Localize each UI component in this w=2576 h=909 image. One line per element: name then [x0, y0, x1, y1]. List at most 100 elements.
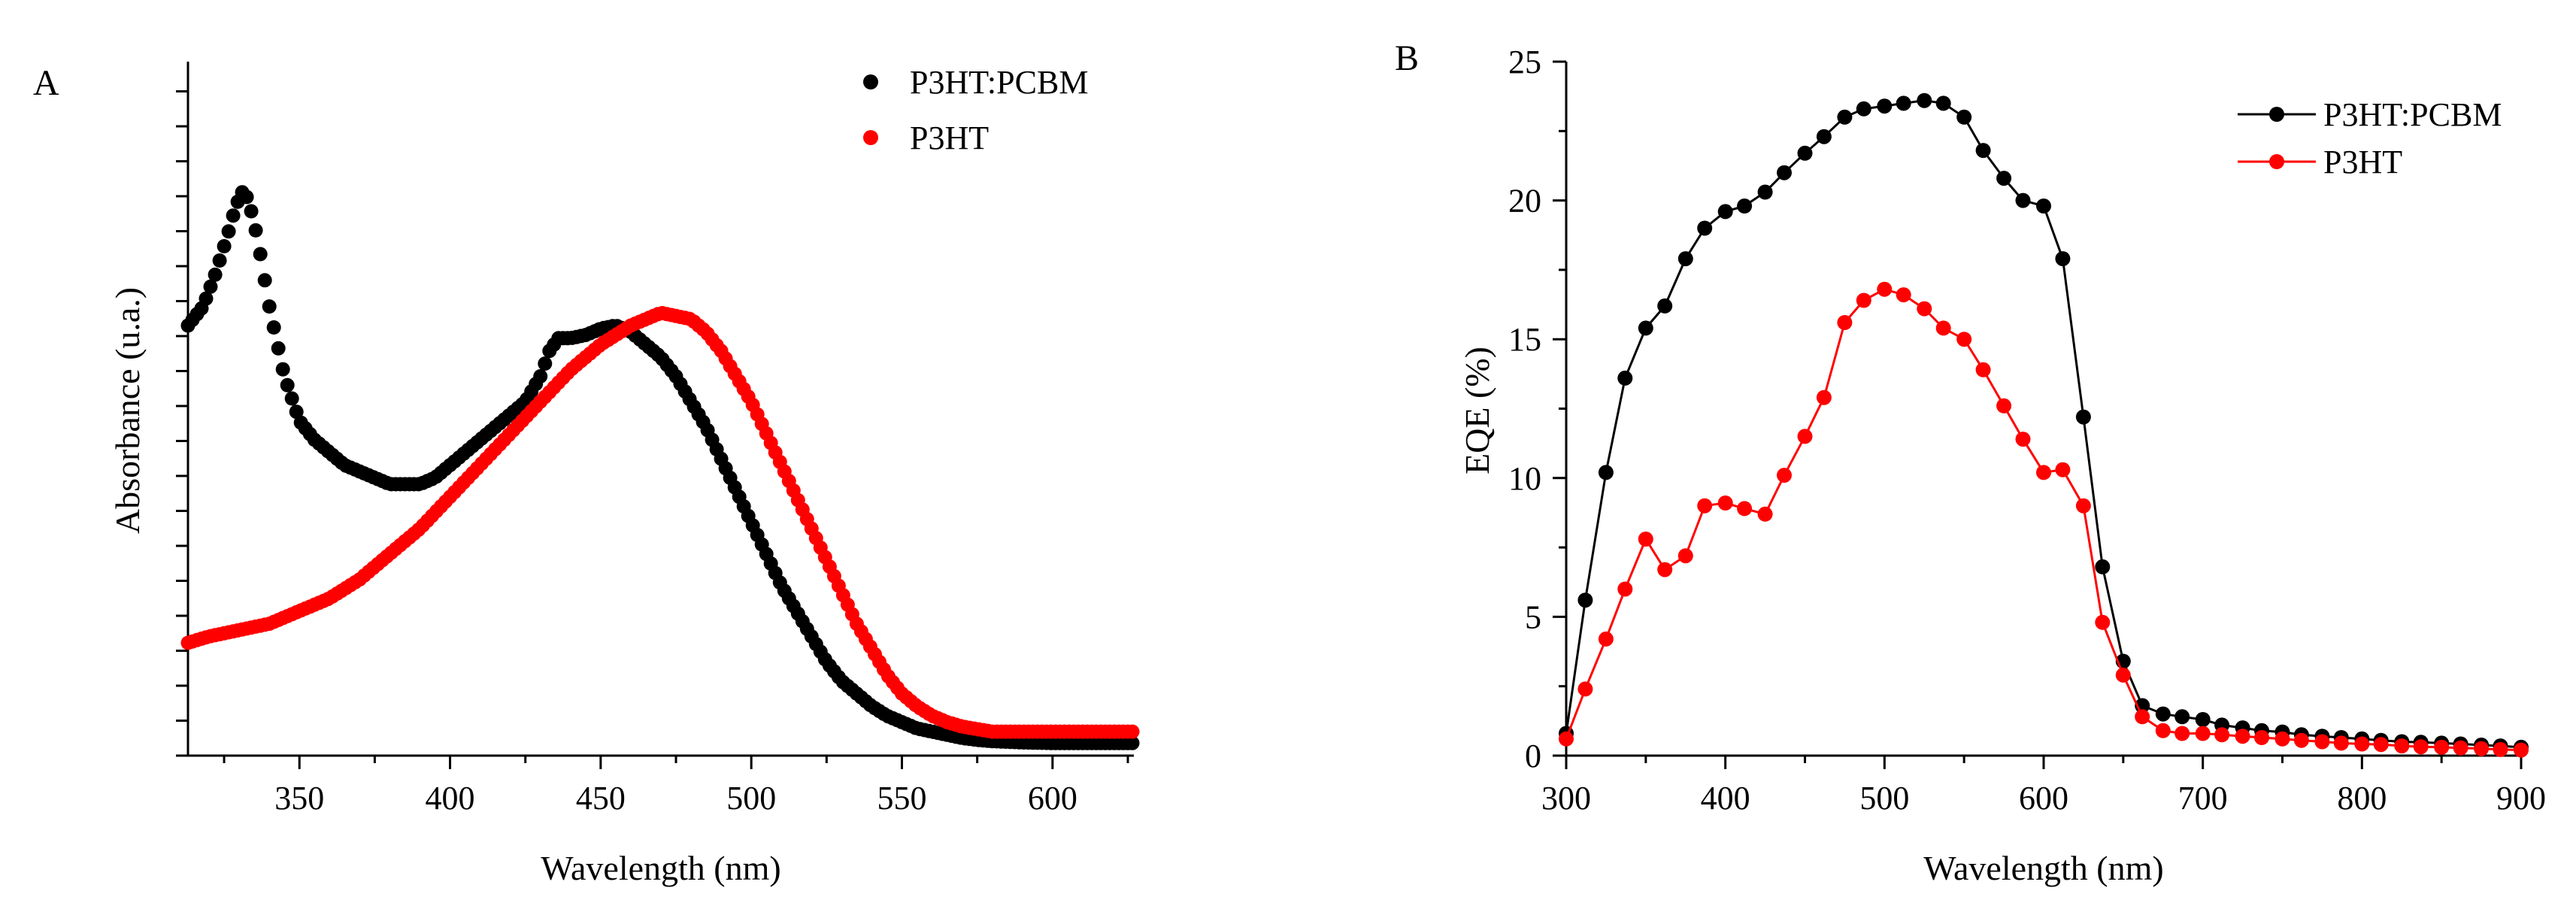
panel-a-point-p3ht-pcbm [538, 356, 553, 371]
panel-b-point-p3ht [2055, 462, 2071, 477]
panel-a-x-tick-label-600: 600 [1028, 780, 1077, 817]
panel-b-point-p3ht [1657, 562, 1673, 577]
panel-b-point-p3ht [1896, 287, 1911, 303]
panel-b-point-p3ht [2135, 709, 2150, 725]
panel-b-point-p3ht [2075, 498, 2091, 514]
panel-a-x-ticks: 350 400 450 500 550 600 [223, 756, 1129, 817]
panel-a-point-p3ht-pcbm [239, 189, 254, 205]
panel-b-y-tick-label-15: 15 [1508, 321, 1541, 358]
panel-b-point-p3ht [2195, 726, 2211, 741]
panel-b-point-p3ht [2514, 742, 2529, 758]
panel-a-letter: A [33, 63, 59, 103]
panel-a-legend-marker-p3ht-pcbm [863, 74, 878, 89]
panel-b-x-tick-label-900: 900 [2496, 780, 2546, 817]
panel-b-point-p3ht-pcbm [1757, 184, 1773, 200]
panel-a-point-p3ht-pcbm [280, 377, 295, 392]
panel-a-legend-label-p3ht-pcbm: P3HT:PCBM [910, 64, 1088, 101]
panel-b-point-p3ht [2115, 667, 2131, 683]
panel-b-point-p3ht [1877, 281, 1893, 297]
panel-b-point-p3ht [1577, 681, 1593, 697]
panel-b-point-p3ht [1737, 501, 1753, 517]
panel-b-point-p3ht [1816, 389, 1832, 405]
panel-a-point-p3ht-pcbm [199, 291, 214, 306]
panel-b-y-tick-label-5: 5 [1525, 598, 1541, 635]
panel-b-point-p3ht [1717, 495, 1733, 511]
panel-a-x-tick-label-350: 350 [274, 780, 324, 817]
panel-a-point-p3ht-pcbm [284, 391, 299, 406]
panel-b-x-tick-label-500: 500 [1859, 780, 1909, 817]
panel-b-point-p3ht [1757, 506, 1773, 522]
panel-b-point-p3ht-pcbm [1917, 92, 1932, 108]
panel-b-y-axis-label: EQE (%) [1458, 347, 1496, 474]
panel-b-x-tick-label-300: 300 [1541, 780, 1591, 817]
panel-b-point-p3ht [2413, 739, 2429, 755]
panel-a-x-axis-label: Wavelength (nm) [541, 849, 780, 887]
panel-b-point-p3ht [2235, 729, 2250, 744]
panel-a-point-p3ht-pcbm [289, 405, 304, 420]
panel-b-legend-label-p3ht: P3HT [2323, 144, 2402, 180]
panel-a-point-p3ht-pcbm [271, 341, 286, 356]
panel-b-legend-marker-p3ht [2269, 154, 2284, 169]
panel-b-point-p3ht-pcbm [1877, 98, 1893, 114]
panel-a-legend-label-p3ht: P3HT [910, 120, 989, 156]
panel-a-point-p3ht [1125, 724, 1140, 739]
panel-b-point-p3ht [2314, 734, 2330, 750]
panel-b-point-p3ht [2095, 614, 2111, 630]
panel-b-point-p3ht-pcbm [1797, 145, 1813, 161]
panel-b-x-tick-label-600: 600 [2019, 780, 2068, 817]
panel-b-point-p3ht [1996, 398, 2012, 414]
panel-b-point-p3ht [2333, 735, 2349, 751]
panel-b-point-p3ht [1797, 429, 1813, 444]
panel-a-point-p3ht-pcbm [257, 273, 272, 288]
panel-b-point-p3ht [2254, 730, 2269, 745]
panel-b-series-p3ht-pcbm [1559, 92, 2529, 755]
panel-b-x-ticks: 300 400 500 600 700 800 900 [1541, 756, 2546, 817]
panel-b-y-tick-label-20: 20 [1508, 183, 1541, 220]
panel-a-point-p3ht-pcbm [248, 223, 263, 238]
panel-b-point-p3ht-pcbm [1677, 251, 1693, 267]
panel-b-point-p3ht-pcbm [2055, 251, 2071, 267]
panel-b-point-p3ht [1856, 292, 1871, 308]
panel-b-chart: B 0 5 10 15 20 25 300 400 500 600 700 800 900 Wavel… [1395, 38, 2546, 887]
panel-b-point-p3ht [2155, 723, 2171, 738]
panel-b-point-p3ht [2174, 726, 2190, 741]
panel-b-point-p3ht [2474, 741, 2490, 756]
panel-b-point-p3ht-pcbm [1896, 95, 1911, 111]
panel-b-point-p3ht-pcbm [1577, 592, 1593, 608]
panel-b-point-p3ht [2036, 465, 2051, 480]
panel-a-point-p3ht-pcbm [262, 299, 277, 314]
panel-b-point-p3ht [1837, 315, 1853, 330]
panel-b-point-p3ht-pcbm [1856, 101, 1871, 117]
panel-b-point-p3ht [2354, 736, 2370, 752]
panel-b-point-p3ht [2453, 740, 2468, 756]
panel-b-x-tick-label-800: 800 [2337, 780, 2387, 817]
panel-b-point-p3ht-pcbm [1777, 165, 1792, 180]
panel-b-series [1559, 92, 2529, 758]
panel-b-y-tick-label-10: 10 [1508, 460, 1541, 497]
panel-b-point-p3ht [1935, 320, 1951, 336]
panel-b-point-p3ht-pcbm [1816, 129, 1832, 144]
panel-a-point-p3ht-pcbm [266, 320, 281, 335]
panel-b-point-p3ht-pcbm [2195, 712, 2211, 727]
panel-a-series [180, 185, 1140, 750]
panel-b-point-p3ht-pcbm [1996, 171, 2012, 186]
panel-a-series-p3ht-pcbm [180, 185, 1140, 750]
panel-b-point-p3ht [2373, 737, 2389, 753]
panel-b-point-p3ht [1956, 332, 1972, 347]
panel-b-point-p3ht [1598, 631, 1614, 647]
panel-b-x-tick-label-400: 400 [1701, 780, 1750, 817]
panel-b-point-p3ht-pcbm [2036, 198, 2051, 214]
panel-b-x-axis-label: Wavelength (nm) [1923, 849, 2163, 887]
panel-a-point-p3ht-pcbm [275, 362, 290, 377]
panel-a-point-p3ht-pcbm [226, 208, 241, 223]
panel-b-point-p3ht-pcbm [1598, 465, 1614, 480]
panel-b-point-p3ht-pcbm [1737, 198, 1753, 214]
panel-a-point-p3ht-pcbm [253, 247, 268, 262]
panel-b-point-p3ht [2015, 432, 2031, 447]
panel-b-point-p3ht [1917, 301, 1932, 317]
panel-a-legend-marker-p3ht [863, 130, 878, 145]
panel-a-point-p3ht-pcbm [212, 253, 227, 268]
panel-b-point-p3ht-pcbm [1638, 320, 1653, 336]
panel-b-point-p3ht-pcbm [2075, 409, 2091, 425]
